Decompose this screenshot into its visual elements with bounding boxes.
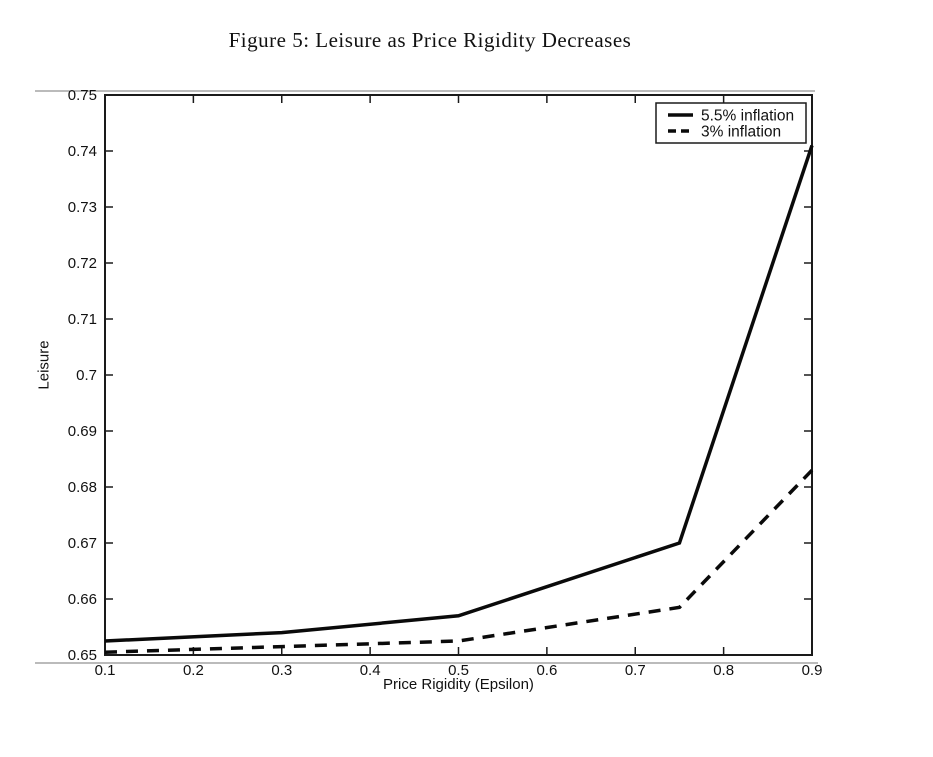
legend-entry-label: 5.5% inflation	[701, 108, 794, 125]
x-tick-label: 0.6	[536, 662, 557, 679]
x-tick-label: 0.4	[360, 662, 381, 679]
x-tick-label: 0.9	[802, 662, 823, 679]
x-tick-label: 0.7	[625, 662, 646, 679]
series-line-0	[104, 144, 814, 643]
x-tick-label: 0.8	[713, 662, 734, 679]
y-tick-label: 0.67	[68, 535, 97, 552]
y-tick-label: 0.65	[68, 647, 97, 664]
x-tick-label: 0.1	[95, 662, 116, 679]
y-axis-label: Leisure	[35, 340, 53, 390]
x-tick-label: 0.3	[271, 662, 292, 679]
y-tick-label: 0.74	[68, 143, 97, 160]
y-tick-label: 0.71	[68, 311, 97, 328]
x-axis-label: Price Rigidity (Epsilon)	[383, 676, 534, 693]
y-tick-label: 0.66	[68, 591, 97, 608]
legend-entry-label: 3% inflation	[701, 124, 781, 141]
figure-title: Figure 5: Leisure as Price Rigidity Decr…	[228, 28, 632, 52]
y-tick-label: 0.73	[68, 199, 97, 216]
y-tick-label: 0.68	[68, 479, 97, 496]
y-tick-label: 0.69	[68, 423, 97, 440]
series-line-1	[104, 468, 814, 654]
plot-box	[104, 94, 813, 656]
legend-box	[655, 102, 807, 144]
x-tick-label: 0.5	[448, 662, 469, 679]
y-tick-label: 0.7	[76, 367, 97, 384]
y-tick-label: 0.75	[68, 87, 97, 104]
y-tick-label: 0.72	[68, 255, 97, 272]
x-tick-label: 0.2	[183, 662, 204, 679]
